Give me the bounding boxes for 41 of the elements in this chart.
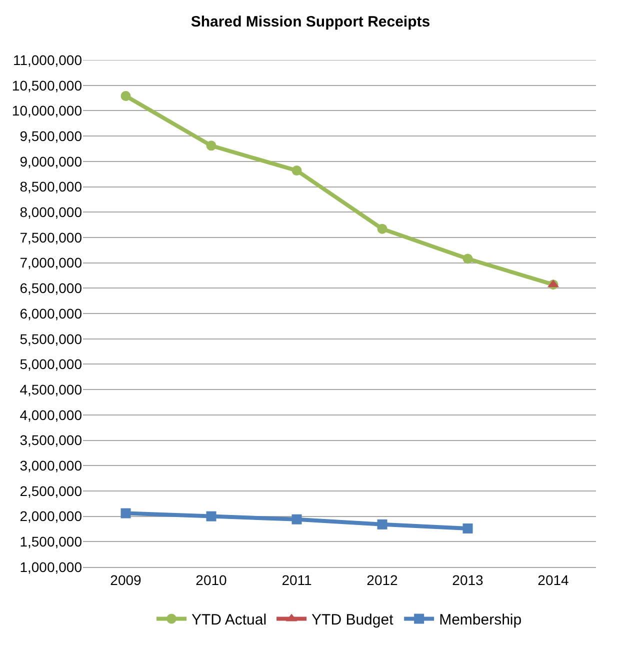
- x-tick-label: 2013: [452, 572, 484, 588]
- legend-label: YTD Actual: [192, 612, 267, 629]
- y-tick-label: 6,000,000: [20, 305, 82, 322]
- legend-label: Membership: [439, 612, 522, 629]
- y-tick-label: 5,000,000: [20, 356, 82, 372]
- y-tick-label: 10,500,000: [12, 77, 82, 94]
- y-tick-label: 9,500,000: [20, 128, 82, 144]
- y-tick-label: 4,500,000: [20, 381, 82, 398]
- point: [462, 254, 473, 264]
- x-tick-label: 2009: [110, 572, 142, 588]
- y-tick-label: 8,000,000: [20, 204, 82, 220]
- point: [292, 514, 302, 524]
- y-tick-label: 3,000,000: [20, 458, 82, 474]
- point: [462, 523, 473, 534]
- point: [206, 511, 216, 522]
- y-tick-label: 1,000,000: [20, 558, 82, 575]
- y-tick-label: 10,000,000: [12, 102, 82, 119]
- y-tick-label: 6,500,000: [20, 280, 82, 296]
- point: [377, 519, 388, 530]
- point: [120, 508, 131, 518]
- x-tick-label: 2014: [538, 572, 570, 588]
- point: [377, 224, 388, 234]
- y-tick-label: 8,500,000: [20, 178, 82, 195]
- y-tick-label: 7,000,000: [20, 254, 82, 271]
- y-tick-label: 1,500,000: [20, 534, 82, 550]
- y-tick-label: 11,000,000: [12, 52, 82, 68]
- y-tick-label: 2,000,000: [20, 508, 82, 524]
- y-tick-label: 2,500,000: [20, 482, 82, 499]
- x-tick-label: 2011: [282, 572, 312, 588]
- point: [292, 166, 302, 176]
- x-tick-label: 2012: [366, 572, 398, 588]
- y-tick-label: 4,000,000: [20, 406, 82, 423]
- y-tick-label: 5,500,000: [20, 330, 82, 347]
- chart-title: Shared Mission Support Receipts: [190, 14, 430, 31]
- point: [206, 140, 216, 151]
- y-tick-label: 3,500,000: [20, 432, 82, 448]
- x-tick-label: 2010: [196, 572, 228, 588]
- legend-label: YTD Budget: [312, 612, 394, 629]
- y-tick-label: 7,500,000: [20, 229, 82, 246]
- y-tick-label: 9,000,000: [20, 153, 82, 170]
- point: [120, 91, 131, 101]
